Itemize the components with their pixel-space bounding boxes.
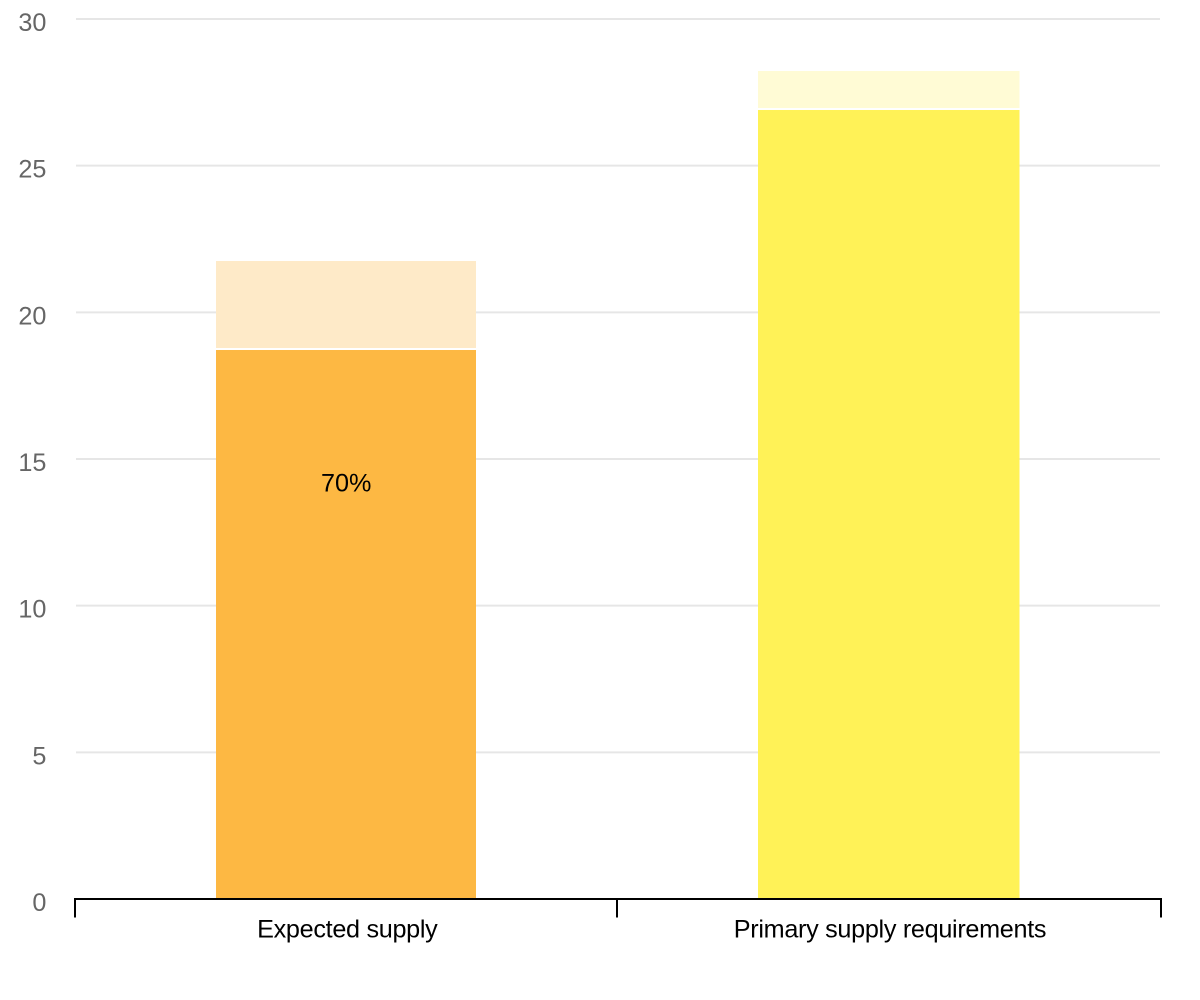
svg-text:15: 15 <box>18 449 46 477</box>
svg-text:20: 20 <box>18 302 46 330</box>
svg-text:5: 5 <box>32 742 46 770</box>
svg-text:30: 30 <box>18 9 46 37</box>
svg-text:70%: 70% <box>321 470 371 498</box>
svg-text:Expected supply: Expected supply <box>257 915 438 943</box>
svg-text:10: 10 <box>18 596 46 624</box>
svg-text:25: 25 <box>18 156 46 184</box>
svg-text:0: 0 <box>32 889 46 917</box>
svg-text:Primary supply requirements: Primary supply requirements <box>734 915 1046 943</box>
